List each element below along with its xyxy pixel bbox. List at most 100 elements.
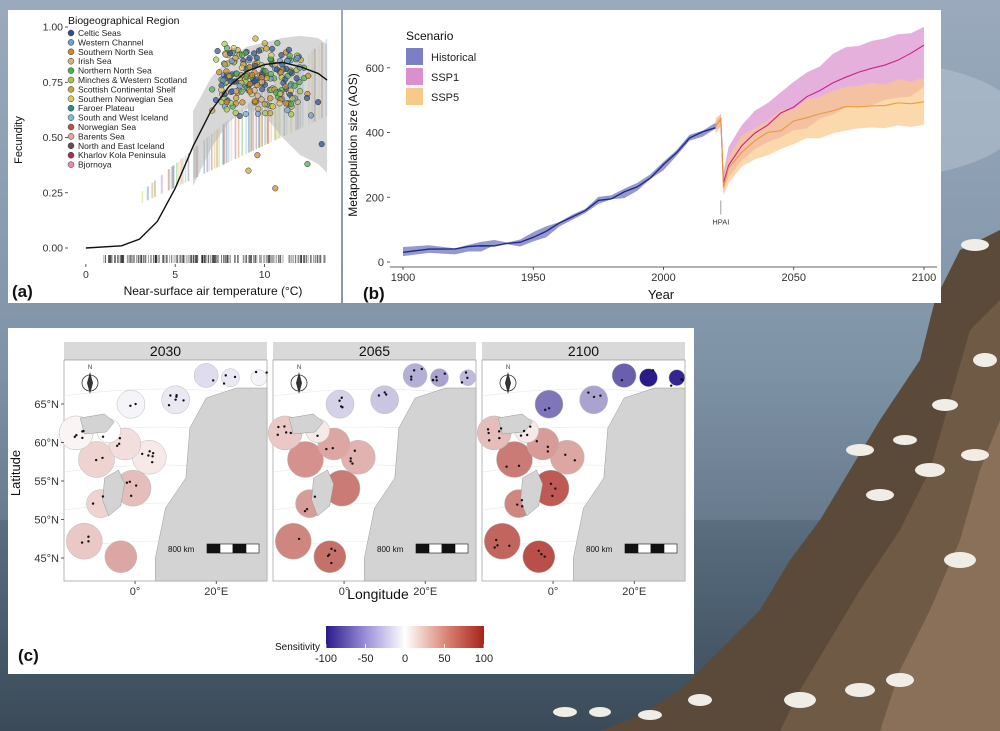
x-tick-label: 0° — [339, 586, 350, 598]
observation-point — [214, 47, 221, 55]
legend-item-label: Kharlov Kola Peninsula — [78, 150, 166, 160]
colony-point — [87, 535, 90, 538]
colorbar-tick-label: 50 — [438, 653, 450, 665]
region-stripe — [170, 167, 173, 190]
colony-point — [150, 460, 154, 464]
region-stripe — [258, 94, 260, 148]
observation-point — [226, 50, 234, 57]
scale-bar-label: 800 km — [586, 545, 613, 554]
colony-point — [325, 447, 328, 451]
observation-points — [209, 35, 325, 192]
scale-bar-segment — [624, 543, 639, 554]
line-ssp1 — [715, 44, 925, 184]
latitude-ticks: 65°N 60°N 55°N 50°N 45°N — [34, 399, 64, 565]
x-tick-label: 20°E — [413, 586, 437, 598]
observation-point — [258, 96, 265, 103]
line-historical — [402, 127, 716, 253]
colony-point — [134, 484, 138, 487]
colony-point — [529, 425, 532, 428]
colony-point — [101, 456, 104, 460]
region-stripe — [237, 111, 240, 158]
colony-point — [233, 375, 237, 379]
colorbar-tick-label: -100 — [315, 653, 337, 665]
observation-point — [273, 66, 280, 73]
observation-point — [269, 103, 276, 110]
observation-point — [261, 40, 268, 47]
observation-point — [246, 55, 253, 62]
colony-point — [276, 433, 279, 437]
colony-point — [488, 439, 491, 442]
legend-swatch — [406, 68, 423, 85]
region-stripe — [251, 100, 254, 151]
map-facets: 2030 N 800 km 0° 20°E 2065 N 800 km 0° 20°E 2100 N 8… — [58, 342, 686, 598]
observation-point — [253, 54, 260, 61]
sensitivity-region — [430, 368, 449, 387]
map-facet-2030: 2030 N 800 km 0° 20°E — [58, 342, 268, 598]
colony-point — [493, 546, 496, 549]
colony-point — [283, 425, 286, 428]
land-britain — [311, 469, 334, 517]
region-stripe — [146, 186, 149, 201]
colony-point — [94, 458, 98, 462]
legend-item-label: Scottish Continental Shelf — [78, 84, 176, 94]
y-axis-label: Metapopulation size (AOS) — [346, 73, 360, 216]
colony-point — [254, 370, 258, 374]
compass-needle-icon — [87, 372, 93, 394]
legend-item-label: Minches & Western Scotland — [78, 75, 187, 85]
scale-bar-segment — [663, 543, 678, 554]
region-stripe — [213, 131, 216, 169]
colony-point — [87, 540, 90, 543]
sensitivity-region — [287, 441, 324, 478]
observation-point — [288, 70, 295, 77]
colony-point — [313, 495, 317, 498]
observation-point — [258, 78, 265, 85]
colony-point — [410, 375, 413, 378]
colony-point — [351, 462, 354, 465]
colony-point — [547, 407, 551, 410]
compass-needle-icon — [296, 372, 302, 394]
colony-point — [340, 396, 343, 399]
y-axis-label: Latitude — [8, 450, 23, 496]
colony-point — [151, 455, 154, 458]
observation-point — [236, 112, 243, 120]
legend-item-label: Southern Norwegian Sea — [78, 94, 173, 104]
colorbar-tick-label: 100 — [475, 653, 493, 665]
colony-point — [410, 378, 413, 381]
colony-point — [587, 391, 590, 394]
observation-point — [278, 52, 285, 59]
region-stripe — [216, 129, 219, 168]
colony-point — [331, 446, 334, 450]
scale-bar-segment — [428, 543, 443, 554]
colony-point — [412, 369, 416, 372]
sensitivity-region — [579, 385, 608, 415]
sensitivity-region — [193, 363, 219, 388]
sensitivity-region — [534, 389, 564, 419]
outlier-point — [315, 99, 322, 106]
region-stripe — [247, 103, 250, 153]
colony-point — [118, 437, 122, 440]
sensitivity-region — [66, 522, 103, 560]
legend-item-label: North and East Iceland — [78, 141, 165, 151]
colony-point — [544, 408, 547, 412]
legend-swatch — [67, 86, 75, 93]
y-tick-label: 0 — [378, 257, 384, 269]
colony-point — [499, 427, 503, 430]
region-stripe — [154, 180, 157, 197]
legend-item-label: Celtic Seas — [78, 28, 121, 38]
legend-item-label: Northern North Sea — [78, 66, 152, 76]
observation-point — [289, 95, 296, 102]
colony-point — [327, 553, 331, 556]
region-stripe — [172, 165, 175, 189]
scenario-legend: Scenario Historical SSP1 SSP5 — [406, 29, 476, 105]
observation-point — [233, 94, 240, 102]
observation-point — [251, 78, 258, 85]
facet-title: 2065 — [359, 343, 390, 359]
fitted-curve — [85, 61, 328, 249]
colony-point — [115, 444, 119, 448]
facet-title: 2100 — [568, 343, 599, 359]
colony-point — [592, 395, 596, 399]
colony-point — [316, 434, 319, 437]
region-stripe — [259, 93, 261, 148]
outlier-point — [318, 141, 325, 148]
legend-item-label: SSP1 — [431, 72, 459, 84]
